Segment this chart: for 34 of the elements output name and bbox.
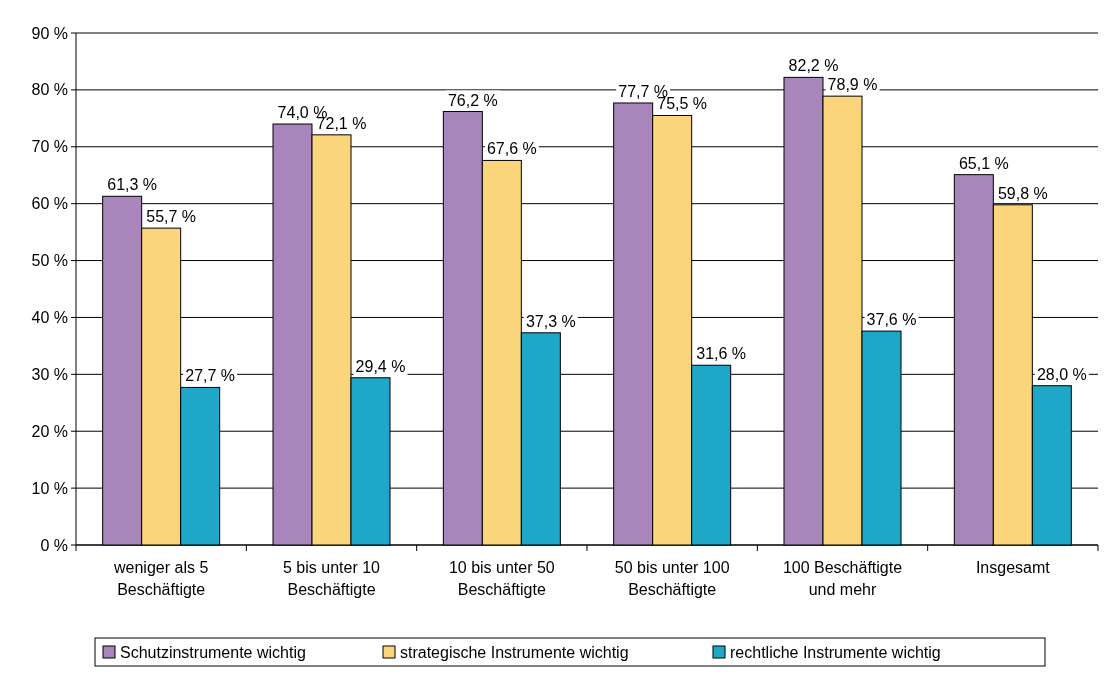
data-label: 28,0 % bbox=[1036, 365, 1087, 383]
y-tick-label: 10 % bbox=[31, 479, 68, 497]
data-label: 59,8 % bbox=[997, 184, 1048, 202]
data-label: 29,4 % bbox=[355, 357, 406, 375]
legend-label: rechtliche Instrumente wichtig bbox=[730, 644, 941, 661]
x-tick-label: 10 bis unter 50 Beschäftigte bbox=[448, 559, 555, 598]
data-label: 55,7 % bbox=[146, 208, 197, 226]
y-tick-label: 40 % bbox=[31, 309, 68, 327]
x-tick-label: weniger als 5 Beschäftigte bbox=[113, 559, 209, 598]
x-tick-label: 50 bis unter 100 Beschäftigte bbox=[614, 559, 730, 598]
y-tick-label: 60 % bbox=[31, 195, 68, 213]
data-label: 67,6 % bbox=[486, 140, 537, 158]
data-label: 37,3 % bbox=[525, 312, 576, 330]
data-label: 27,7 % bbox=[185, 367, 236, 385]
x-tick-label: 5 bis unter 10 Beschäftigte bbox=[283, 559, 381, 598]
data-label: 77,7 % bbox=[618, 82, 669, 100]
y-tick-label: 70 % bbox=[31, 138, 68, 156]
y-tick-label: 20 % bbox=[31, 422, 68, 440]
legend-label: strategische Instrumente wichtig bbox=[400, 644, 629, 661]
data-label: 37,6 % bbox=[866, 311, 917, 329]
data-label: 31,6 % bbox=[696, 345, 747, 363]
data-label: 78,9 % bbox=[827, 76, 878, 94]
y-tick-label: 80 % bbox=[31, 81, 68, 99]
data-label: 65,1 % bbox=[958, 154, 1009, 172]
x-tick-label: 100 Beschäftigte und mehr bbox=[782, 559, 903, 598]
y-tick-label: 50 % bbox=[31, 252, 68, 270]
x-tick-label: Insgesamt bbox=[975, 559, 1051, 576]
y-tick-label: 90 % bbox=[31, 24, 68, 42]
data-label: 76,2 % bbox=[447, 91, 498, 109]
y-tick-label: 0 % bbox=[40, 536, 68, 554]
data-label: 61,3 % bbox=[107, 176, 158, 194]
y-tick-label: 30 % bbox=[31, 365, 68, 383]
data-label: 82,2 % bbox=[788, 57, 839, 75]
legend-label: Schutzinstrumente wichtig bbox=[120, 644, 306, 661]
